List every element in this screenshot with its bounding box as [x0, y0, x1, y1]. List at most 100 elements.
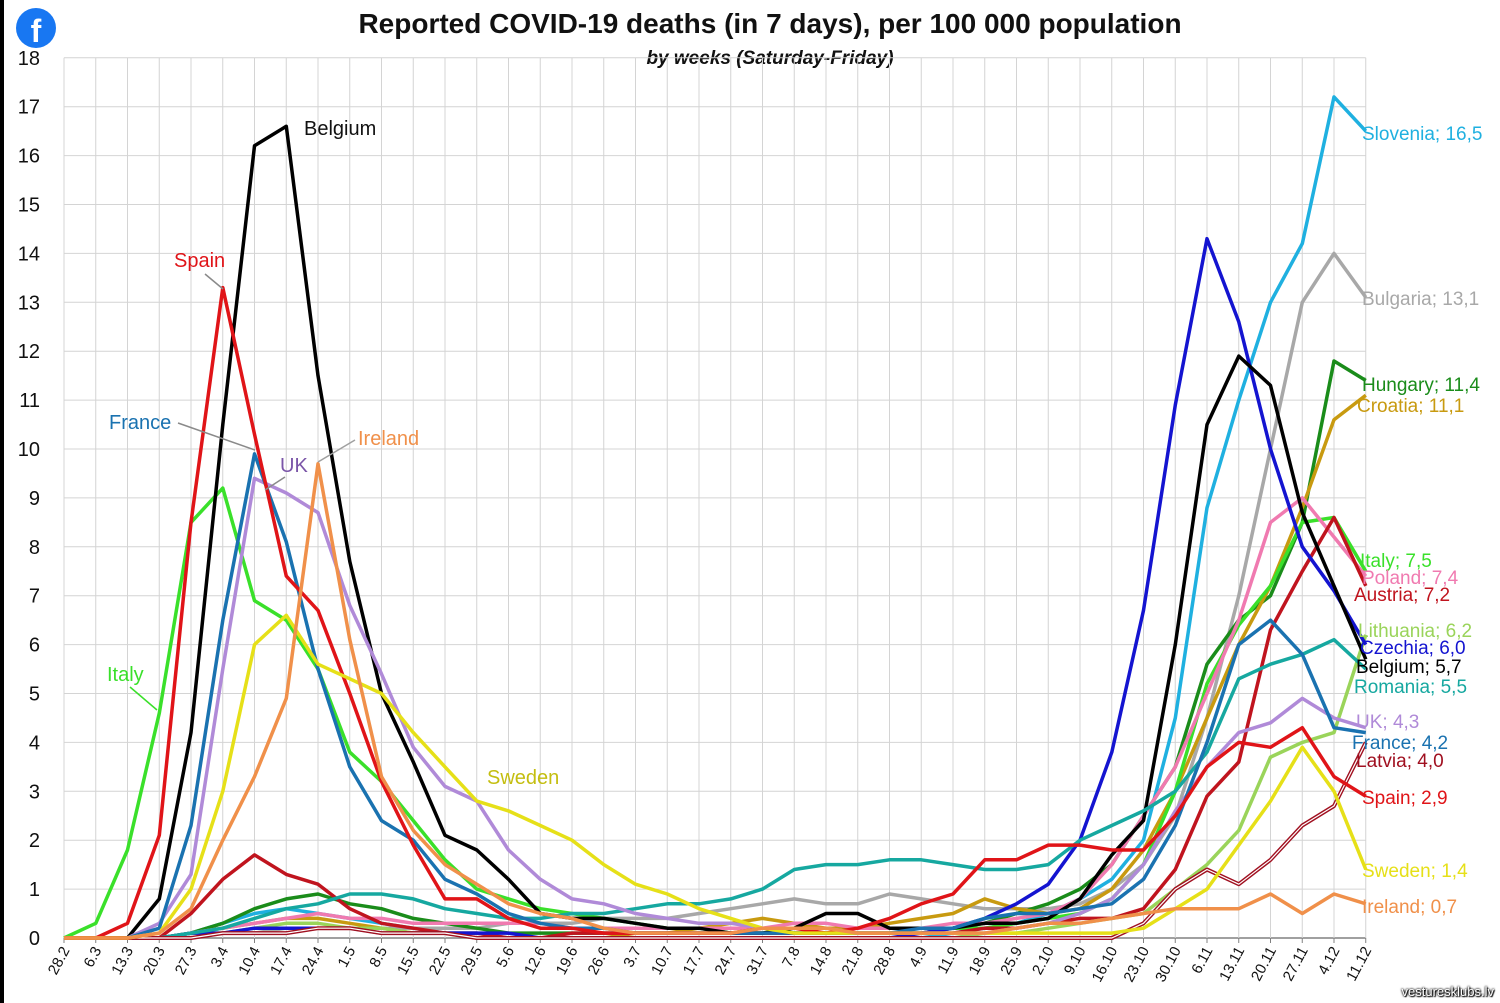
- x-tick-label: 20.3: [140, 944, 169, 978]
- x-tick-label: 13.3: [108, 944, 137, 978]
- y-tick-label: 10: [18, 439, 40, 461]
- y-tick-label: 15: [18, 195, 40, 217]
- x-tick-label: 28.8: [870, 944, 899, 978]
- x-tick-label: 11.12: [1343, 944, 1375, 984]
- end-label-ireland: Ireland; 0,7: [1362, 897, 1457, 918]
- x-tick-label: 5.6: [493, 944, 518, 970]
- x-tick-label: 27.11: [1280, 944, 1312, 984]
- y-tick-label: 8: [29, 537, 40, 559]
- y-tick-label: 9: [29, 488, 40, 510]
- series-line-france: [64, 452, 1367, 940]
- leader-line-france: [177, 422, 256, 451]
- y-tick-label: 17: [18, 97, 40, 119]
- y-tick-label: 1: [29, 879, 40, 901]
- chart-title: Reported COVID-19 deaths (in 7 days), pe…: [358, 8, 1182, 39]
- x-tick-label: 28.2: [45, 944, 74, 978]
- y-tick-label: 14: [18, 243, 40, 265]
- x-tick-label: 2.10: [1029, 944, 1058, 978]
- peak-label-spain: Spain: [174, 250, 225, 272]
- end-label-bulgaria: Bulgaria; 13,1: [1362, 289, 1479, 310]
- y-tick-label: 0: [29, 928, 40, 950]
- peak-label-uk: UK: [280, 455, 308, 477]
- y-tick-label: 18: [18, 48, 40, 70]
- y-tick-label: 2: [29, 830, 40, 852]
- end-label-belgium: Belgium; 5,7: [1356, 657, 1462, 678]
- y-tick-label: 7: [29, 586, 40, 608]
- end-label-hungary: Hungary; 11,4: [1362, 375, 1480, 396]
- peak-label-france: France: [109, 412, 171, 434]
- x-tick-label: 17.4: [267, 944, 296, 978]
- x-tick-label: 29.5: [458, 944, 487, 978]
- x-tick-label: 7.8: [779, 944, 804, 970]
- x-tick-label: 20.11: [1248, 944, 1280, 984]
- end-label-poland: Poland; 7,4: [1362, 568, 1459, 589]
- facebook-icon[interactable]: f: [16, 8, 56, 49]
- chart-subtitle: by weeks (Saturday-Friday): [646, 48, 894, 69]
- series-line-sweden: [64, 613, 1368, 940]
- y-tick-label: 4: [29, 732, 40, 754]
- grid: [63, 57, 1367, 943]
- series-line-ireland: [64, 461, 1367, 940]
- x-tick-label: 17.7: [680, 944, 709, 978]
- leader-line-uk: [264, 476, 286, 491]
- y-tick-label: 13: [18, 292, 40, 314]
- leader-line-spain: [204, 273, 224, 290]
- end-label-italy: Italy; 7,5: [1360, 551, 1432, 572]
- end-labels: Slovenia; 16,5 Bulgaria; 13,1 Hungary; 11,…: [1352, 124, 1482, 918]
- end-label-latvia: Latvia; 4,0: [1356, 751, 1444, 772]
- x-tick-label: 4.12: [1315, 944, 1344, 978]
- x-tick-label: 4.9: [906, 944, 931, 970]
- y-tick-label: 11: [19, 390, 40, 412]
- x-tick-label: 18.9: [966, 944, 995, 978]
- x-tick-label: 6.3: [80, 944, 105, 970]
- x-tick-label: 1.5: [334, 944, 359, 970]
- x-tick-label: 11.9: [934, 944, 962, 977]
- x-tick-label: 16.10: [1089, 944, 1122, 985]
- x-tick-label: 25.9: [997, 944, 1026, 978]
- x-axis-ticks: 28.2 6.3 13.3 20.3 27.3 3.4 10.4 17.4 24.4 1.5 8.5…: [45, 944, 1375, 985]
- x-tick-label: 15.5: [394, 944, 423, 978]
- end-label-czechia: Czechia; 6,0: [1360, 638, 1466, 659]
- x-tick-label: 10.4: [235, 944, 264, 978]
- x-tick-label: 3.7: [620, 944, 645, 970]
- end-label-croatia: Croatia; 11,1: [1357, 396, 1464, 417]
- annotations: Belgium Spain France Ireland UK Italy Sweden: [107, 118, 559, 789]
- series-line-austria: [64, 515, 1368, 940]
- end-label-france: France; 4,2: [1352, 733, 1448, 754]
- x-tick-label: 12.6: [521, 944, 550, 978]
- y-tick-label: 5: [29, 684, 40, 706]
- series-line-latvia-inner: [64, 742, 1367, 939]
- series-line-poland: [64, 496, 1368, 940]
- series-line-slovenia: [64, 95, 1368, 940]
- watermark: vesturesklubs.lv: [1401, 984, 1494, 999]
- x-tick-label: 27.3: [172, 944, 201, 978]
- y-tick-label: 3: [29, 781, 40, 803]
- end-label-slovenia: Slovenia; 16,5: [1362, 124, 1482, 145]
- peak-label-belgium: Belgium: [304, 118, 376, 140]
- end-label-lithuania: Lithuania; 6,2: [1358, 621, 1472, 642]
- window-edge: [0, 0, 4, 1003]
- peak-label-italy: Italy: [107, 664, 144, 686]
- x-tick-label: 21.8: [839, 944, 868, 978]
- series-line-romania: [64, 637, 1367, 940]
- peak-label-ireland: Ireland: [358, 428, 419, 450]
- leader-line-italy: [129, 686, 158, 711]
- end-label-spain: Spain; 2,9: [1362, 788, 1448, 809]
- x-tick-label: 24.7: [712, 944, 741, 978]
- x-tick-label: 3.4: [207, 944, 232, 970]
- series-line-hungary: [64, 359, 1367, 940]
- end-label-uk: UK; 4,3: [1356, 712, 1419, 733]
- y-tick-label: 6: [29, 635, 40, 657]
- end-label-austria: Austria; 7,2: [1354, 585, 1450, 606]
- x-tick-label: 24.4: [299, 944, 328, 978]
- y-tick-label: 12: [18, 341, 40, 363]
- x-tick-label: 9.10: [1061, 944, 1090, 978]
- x-tick-label: 30.10: [1152, 944, 1185, 985]
- x-tick-label: 10.7: [648, 944, 677, 978]
- series-lines: [63, 95, 1368, 940]
- x-tick-label: 13.11: [1216, 944, 1248, 984]
- y-tick-label: 16: [18, 146, 40, 168]
- x-tick-label: 22.5: [426, 944, 455, 978]
